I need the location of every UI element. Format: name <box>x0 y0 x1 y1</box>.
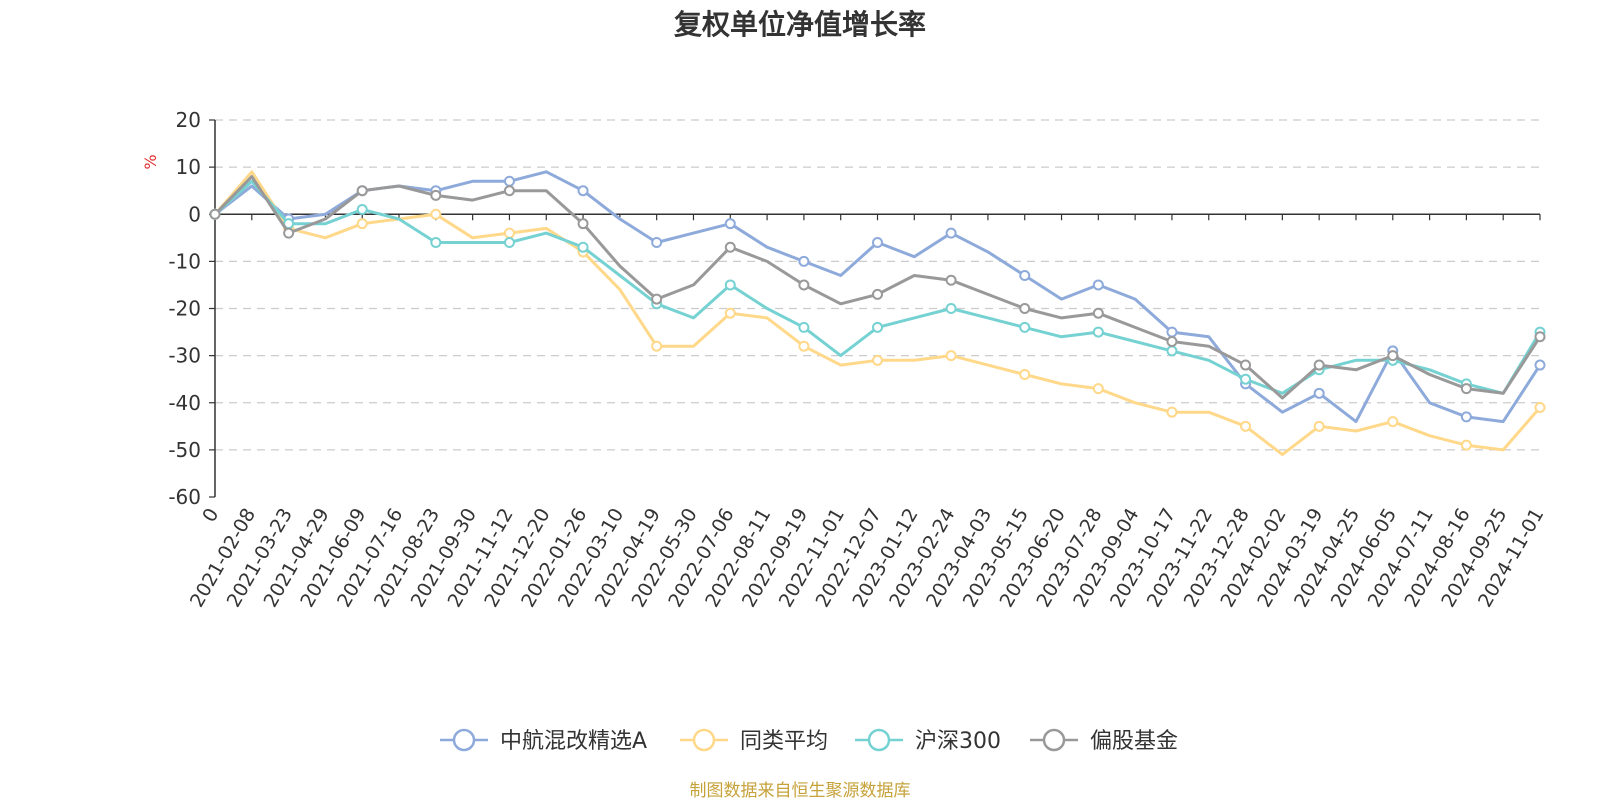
grid-lines <box>215 119 1540 451</box>
data-point <box>651 293 663 305</box>
data-point <box>798 340 810 352</box>
data-point <box>430 237 442 249</box>
legend-item[interactable]: 偏股基金 <box>1030 728 1178 754</box>
data-point <box>430 208 442 220</box>
y-tick-label: -60 <box>168 485 201 509</box>
y-tick-label: 0 <box>188 202 201 226</box>
legend-label: 中航混改精选A <box>500 729 647 754</box>
data-point <box>1387 416 1399 428</box>
x-tick-label: 0 <box>198 505 223 526</box>
legend-item[interactable]: 沪深300 <box>855 728 1001 754</box>
data-point <box>503 227 515 239</box>
legend-item[interactable]: 中航混改精选A <box>440 728 647 754</box>
legend: 中航混改精选A 同类平均 沪深300 偏股基金 <box>440 728 1178 754</box>
legend-label: 同类平均 <box>740 729 828 754</box>
y-tick-label: -20 <box>168 297 201 321</box>
data-point <box>724 218 736 230</box>
data-point <box>577 218 589 230</box>
legend-label: 偏股基金 <box>1090 729 1178 754</box>
data-point <box>1019 321 1031 333</box>
data-source-note: 制图数据来自恒生聚源数据库 <box>690 781 911 800</box>
data-point <box>503 185 515 197</box>
data-point <box>798 255 810 267</box>
legend-marker-icon <box>452 728 476 752</box>
legend-marker-icon <box>1042 728 1066 752</box>
data-point <box>1460 439 1472 451</box>
data-point <box>1460 383 1472 395</box>
data-point <box>1092 383 1104 395</box>
data-point <box>356 185 368 197</box>
data-point <box>872 354 883 366</box>
data-point <box>577 185 589 197</box>
data-point <box>1240 373 1252 385</box>
data-point <box>430 189 442 201</box>
legend-marker-icon <box>692 728 716 752</box>
data-point <box>1019 303 1031 314</box>
data-point <box>1387 350 1399 362</box>
data-point <box>1313 359 1325 371</box>
data-point <box>356 218 368 230</box>
chart-title: 复权单位净值增长率 <box>674 8 926 41</box>
data-point <box>651 237 663 249</box>
data-point <box>724 241 736 253</box>
y-axis-unit: % <box>141 154 160 169</box>
data-point <box>1240 359 1252 371</box>
data-point <box>1019 368 1031 380</box>
data-point <box>1166 345 1178 357</box>
y-axis: 20 10 0 -10 -20 -30 -40 -50 -60 <box>168 108 216 509</box>
data-point <box>724 279 736 291</box>
data-point <box>283 227 295 239</box>
data-point <box>1019 270 1031 282</box>
data-point <box>209 208 221 220</box>
y-tick-label: -40 <box>168 391 201 415</box>
data-point <box>724 307 736 319</box>
data-point <box>503 175 515 187</box>
data-point <box>651 340 663 352</box>
data-point <box>945 303 957 314</box>
data-point <box>798 321 810 333</box>
data-point <box>1166 335 1178 347</box>
series-4 <box>209 175 1546 400</box>
data-point <box>1534 359 1546 371</box>
data-point <box>945 350 957 362</box>
data-point <box>872 288 883 300</box>
data-point <box>503 237 515 249</box>
legend-item[interactable]: 同类平均 <box>680 728 828 754</box>
y-tick-label: 10 <box>176 155 201 179</box>
legend-marker-icon <box>867 728 891 752</box>
data-point <box>872 321 883 333</box>
data-point <box>1313 387 1325 399</box>
data-point <box>1166 406 1178 418</box>
data-point <box>798 279 810 291</box>
data-point <box>1534 331 1546 343</box>
data-point <box>1460 411 1472 423</box>
data-point <box>1313 420 1325 432</box>
y-tick-label: -50 <box>168 438 201 462</box>
data-point <box>872 237 883 249</box>
data-point <box>1240 420 1252 432</box>
data-point <box>945 274 957 286</box>
data-point <box>945 227 957 239</box>
data-point <box>356 204 368 216</box>
y-tick-label: -10 <box>168 249 201 273</box>
y-tick-label: 20 <box>176 108 201 132</box>
data-point <box>1166 326 1178 338</box>
series-layer <box>209 170 1546 457</box>
data-point <box>1092 326 1104 338</box>
data-point <box>1092 279 1104 291</box>
y-tick-label: -30 <box>168 344 201 368</box>
data-point <box>577 241 589 253</box>
data-point <box>1092 307 1104 319</box>
data-point <box>1534 401 1546 413</box>
legend-label: 沪深300 <box>915 729 1001 754</box>
